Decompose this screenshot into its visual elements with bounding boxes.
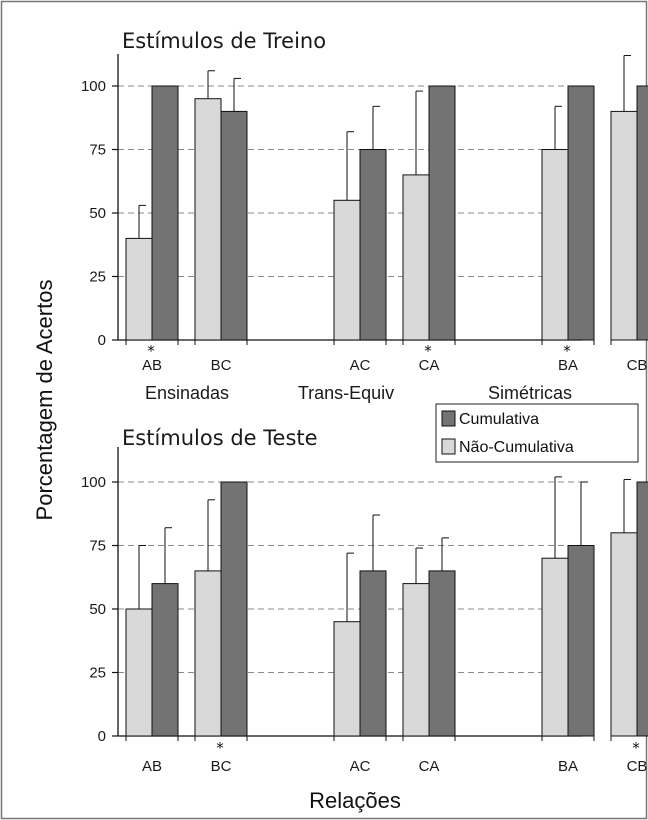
chart-title: Estímulos de Teste [122,426,318,450]
bar-cumulativa-bc [220,481,248,737]
bar-cumulativa-ab [151,583,179,737]
category-label-ac: AC [350,357,371,374]
group-label-simetricas: Simétricas [488,383,572,403]
legend-swatch-nao-cumulativa [441,438,456,455]
bar-cumulativa-bc [220,110,248,341]
legend-label-nao-cumulativa: Não-Cumulativa [459,439,574,456]
bar-nao-cumulativa-ab [125,237,153,341]
category-label-cb: CB [627,758,648,775]
bar-nao-cumulativa-ba [541,149,569,341]
legend-label-cumulativa: Cumulativa [459,411,539,428]
y-axis-title: Porcentagem de Acertos [32,280,57,521]
legend-swatch-cumulativa [441,410,456,427]
category-label-ba: BA [558,758,578,775]
x-axis-title: Relações [309,788,401,813]
bar-cumulativa-cb [636,85,648,341]
category-label-ab: AB [142,758,162,775]
bar-nao-cumulativa-ba [541,557,569,737]
category-label-ca: CA [419,357,440,374]
group-labels: Ensinadas Trans-Equiv Simétricas [145,383,572,403]
y-tick-label: 25 [89,665,106,682]
legend-frame [435,403,639,463]
bar-nao-cumulativa-bc [194,98,222,341]
category-label-ca: CA [419,758,440,775]
bar-nao-cumulativa-ac [333,621,361,737]
bar-cumulativa-cb [636,481,648,737]
bar-cumulativa-ac [359,570,387,737]
chart-title: Estímulos de Treino [122,29,326,53]
category-label-ab: AB [142,357,162,374]
bar-cumulativa-ba [567,85,595,341]
group-label-trans-equiv: Trans-Equiv [298,383,394,403]
bar-nao-cumulativa-cb [610,110,638,341]
group-label-ensinadas: Ensinadas [145,383,229,403]
category-label-ac: AC [350,758,371,775]
bar-nao-cumulativa-ca [402,583,430,737]
significance-asterisk: * [632,739,640,757]
legend: Cumulativa Não-Cumulativa [435,403,639,463]
significance-asterisk: * [563,342,571,360]
category-label-cb: CB [627,357,648,374]
significance-asterisk: * [147,342,155,360]
y-tick-label: 100 [81,78,106,95]
significance-asterisk: * [424,342,432,360]
significance-asterisk: * [216,739,224,757]
category-label-bc: BC [211,758,232,775]
category-label-bc: BC [211,357,232,374]
bar-cumulativa-ca [428,85,456,341]
category-label-ba: BA [558,357,578,374]
bar-nao-cumulativa-cb [610,532,638,737]
y-tick-label: 0 [98,332,106,349]
y-tick-label: 75 [89,142,106,159]
y-tick-label: 0 [98,728,106,745]
y-tick-label: 50 [89,601,106,618]
y-tick-label: 75 [89,538,106,555]
y-tick-label: 100 [81,474,106,491]
y-tick-label: 25 [89,269,106,286]
bar-nao-cumulativa-ca [402,174,430,341]
bar-nao-cumulativa-bc [194,570,222,737]
bar-cumulativa-ac [359,149,387,341]
bar-nao-cumulativa-ab [125,608,153,737]
y-tick-label: 50 [89,205,106,222]
bar-nao-cumulativa-ac [333,199,361,341]
bar-cumulativa-ab [151,85,179,341]
bar-cumulativa-ca [428,570,456,737]
bar-cumulativa-ba [567,545,595,737]
